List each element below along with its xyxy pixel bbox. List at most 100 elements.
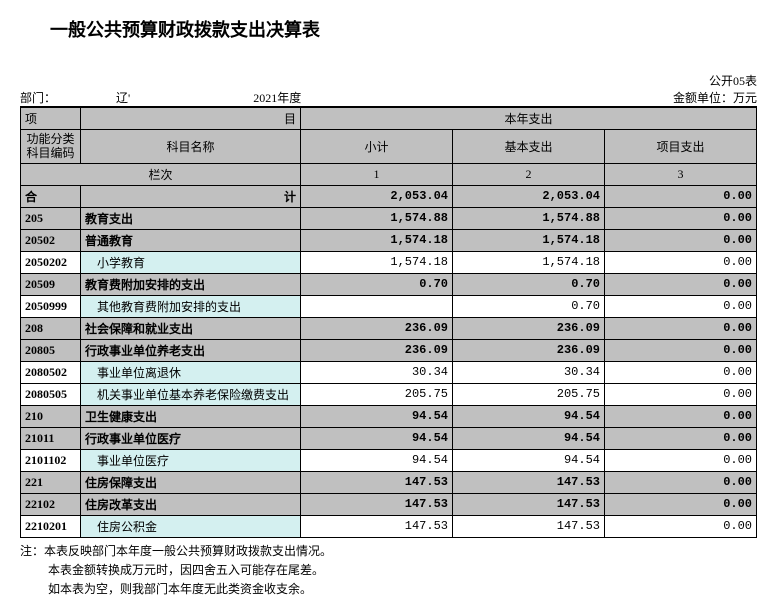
row-code: 20509: [21, 273, 81, 295]
row-v1: 1,574.18: [301, 251, 453, 273]
row-v2: 0.70: [453, 295, 605, 317]
row-v2: 1,574.18: [453, 251, 605, 273]
table-row: 2101102事业单位医疗94.5494.540.00: [21, 449, 757, 471]
row-v1: 1,574.18: [301, 229, 453, 251]
row-v2: 94.54: [453, 405, 605, 427]
row-v2: 147.53: [453, 493, 605, 515]
table-row: 2050202小学教育1,574.181,574.180.00: [21, 251, 757, 273]
amount-unit: 金额单位：万元: [673, 89, 757, 106]
table-row: 20805行政事业单位养老支出236.09236.090.00: [21, 339, 757, 361]
row-v3: 0.00: [605, 251, 757, 273]
total-row: 合 计 2,053.04 2,053.04 0.00: [21, 185, 757, 207]
hdr-col-1: 1: [301, 163, 453, 185]
table-row: 22102住房改革支出147.53147.530.00: [21, 493, 757, 515]
table-row: 221住房保障支出147.53147.530.00: [21, 471, 757, 493]
row-code: 2050202: [21, 251, 81, 273]
row-code: 208: [21, 317, 81, 339]
form-number: 公开05表: [709, 72, 757, 89]
row-name: 行政事业单位医疗: [81, 427, 301, 449]
row-v1: 94.54: [301, 449, 453, 471]
row-v1: 236.09: [301, 339, 453, 361]
row-v1: 205.75: [301, 383, 453, 405]
row-v3: 0.00: [605, 449, 757, 471]
table-row: 205教育支出1,574.881,574.880.00: [21, 207, 757, 229]
row-code: 22102: [21, 493, 81, 515]
row-name: 小学教育: [81, 251, 301, 273]
row-v3: 0.00: [605, 493, 757, 515]
row-name: 教育费附加安排的支出: [81, 273, 301, 295]
report-title: 一般公共预算财政拨款支出决算表: [50, 16, 757, 42]
hdr-func-code: 功能分类科目编码: [21, 130, 81, 164]
row-v1: 0.70: [301, 273, 453, 295]
row-v1: [301, 295, 453, 317]
row-v3: 0.00: [605, 427, 757, 449]
row-v3: 0.00: [605, 273, 757, 295]
row-name: 其他教育费附加安排的支出: [81, 295, 301, 317]
row-name: 普通教育: [81, 229, 301, 251]
table-body: 合 计 2,053.04 2,053.04 0.00 205教育支出1,574.…: [21, 185, 757, 537]
table-row: 20509教育费附加安排的支出0.700.700.00: [21, 273, 757, 295]
total-v3: 0.00: [605, 185, 757, 207]
hdr-col-2: 2: [453, 163, 605, 185]
row-v1: 30.34: [301, 361, 453, 383]
total-label-right: 计: [81, 185, 301, 207]
row-code: 2080502: [21, 361, 81, 383]
meta-top-right: 公开05表: [20, 72, 757, 89]
row-v2: 0.70: [453, 273, 605, 295]
hdr-project-left: 项: [21, 107, 81, 130]
row-code: 221: [21, 471, 81, 493]
hdr-project-right: 目: [81, 107, 301, 130]
row-code: 2210201: [21, 515, 81, 537]
row-v3: 0.00: [605, 405, 757, 427]
row-v2: 205.75: [453, 383, 605, 405]
total-v1: 2,053.04: [301, 185, 453, 207]
row-code: 20502: [21, 229, 81, 251]
row-v2: 94.54: [453, 449, 605, 471]
budget-table: 项 目 本年支出 功能分类科目编码 科目名称 小计 基本支出 项目支出 栏次 1…: [20, 106, 757, 538]
row-v1: 94.54: [301, 405, 453, 427]
row-name: 卫生健康支出: [81, 405, 301, 427]
hdr-project-exp: 项目支出: [605, 130, 757, 164]
hdr-basic: 基本支出: [453, 130, 605, 164]
hdr-this-year: 本年支出: [301, 107, 757, 130]
row-code: 2050999: [21, 295, 81, 317]
row-code: 20805: [21, 339, 81, 361]
table-row: 2080502事业单位离退休30.3430.340.00: [21, 361, 757, 383]
row-code: 205: [21, 207, 81, 229]
row-code: 210: [21, 405, 81, 427]
hdr-col-label: 栏次: [21, 163, 301, 185]
row-v3: 0.00: [605, 383, 757, 405]
row-name: 事业单位医疗: [81, 449, 301, 471]
table-row: 2050999其他教育费附加安排的支出0.700.00: [21, 295, 757, 317]
row-name: 社会保障和就业支出: [81, 317, 301, 339]
row-name: 住房保障支出: [81, 471, 301, 493]
row-v3: 0.00: [605, 229, 757, 251]
table-row: 2210201住房公积金147.53147.530.00: [21, 515, 757, 537]
row-v2: 94.54: [453, 427, 605, 449]
row-v2: 1,574.18: [453, 229, 605, 251]
note-line: 注：本表反映部门本年度一般公共预算财政拨款支出情况。: [20, 542, 757, 561]
footnotes: 注：本表反映部门本年度一般公共预算财政拨款支出情况。 本表金额转换成万元时，因四…: [20, 542, 757, 600]
row-name: 机关事业单位基本养老保险缴费支出: [81, 383, 301, 405]
row-v3: 0.00: [605, 317, 757, 339]
table-row: 2080505机关事业单位基本养老保险缴费支出205.75205.750.00: [21, 383, 757, 405]
table-row: 210卫生健康支出94.5494.540.00: [21, 405, 757, 427]
hdr-subject-name: 科目名称: [81, 130, 301, 164]
row-v1: 147.53: [301, 471, 453, 493]
row-v3: 0.00: [605, 339, 757, 361]
row-code: 21011: [21, 427, 81, 449]
row-name: 事业单位离退休: [81, 361, 301, 383]
row-v1: 147.53: [301, 515, 453, 537]
row-code: 2080505: [21, 383, 81, 405]
row-v3: 0.00: [605, 207, 757, 229]
hdr-col-3: 3: [605, 163, 757, 185]
row-v1: 94.54: [301, 427, 453, 449]
row-v2: 236.09: [453, 317, 605, 339]
total-v2: 2,053.04: [453, 185, 605, 207]
row-v1: 147.53: [301, 493, 453, 515]
hdr-subtotal: 小计: [301, 130, 453, 164]
total-label-left: 合: [21, 185, 81, 207]
row-name: 行政事业单位养老支出: [81, 339, 301, 361]
table-row: 21011行政事业单位医疗94.5494.540.00: [21, 427, 757, 449]
note-line: 如本表为空，则我部门本年度无此类资金收支余。: [20, 580, 757, 599]
